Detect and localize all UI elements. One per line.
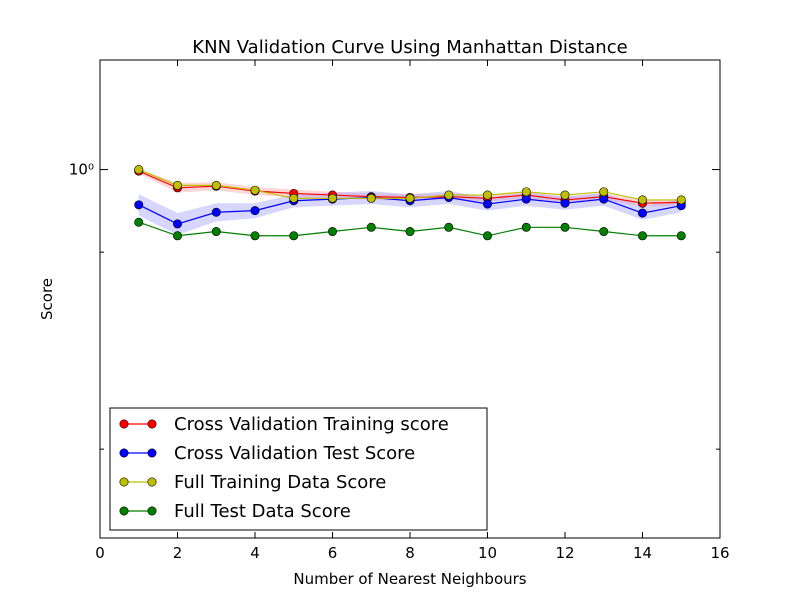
x-tick-label: 4 bbox=[250, 544, 260, 562]
x-tick-label: 16 bbox=[710, 544, 729, 562]
series-3-point bbox=[366, 193, 376, 203]
series-4-point bbox=[444, 222, 454, 232]
series-3-point bbox=[676, 195, 686, 205]
series-3-point bbox=[560, 190, 570, 200]
x-tick-label: 2 bbox=[173, 544, 183, 562]
series-4-point bbox=[173, 231, 183, 241]
series-4-point bbox=[676, 231, 686, 241]
series-4-point bbox=[289, 231, 299, 241]
series-markers bbox=[134, 165, 686, 241]
series-3-point bbox=[521, 187, 531, 197]
series-4-point bbox=[560, 222, 570, 232]
series-3-point bbox=[134, 165, 144, 175]
legend-label: Full Training Data Score bbox=[174, 472, 386, 493]
legend-items: Cross Validation Training score Cross Val… bbox=[119, 414, 449, 522]
x-axis-ticks: 0 2 4 6 8 10 12 14 16 bbox=[95, 60, 730, 562]
series-4-point bbox=[599, 227, 609, 237]
legend-swatch-marker bbox=[119, 419, 129, 429]
series-2-point bbox=[560, 198, 570, 208]
legend-label: Cross Validation Training score bbox=[174, 414, 449, 435]
y-tick-label: 10⁰ bbox=[69, 161, 94, 179]
series-4-point bbox=[366, 222, 376, 232]
series-3-point bbox=[482, 190, 492, 200]
legend-swatch-marker bbox=[119, 477, 129, 487]
chart-title: KNN Validation Curve Using Manhattan Dis… bbox=[192, 37, 627, 58]
x-tick-label: 10 bbox=[478, 544, 497, 562]
series-3-point bbox=[289, 193, 299, 203]
legend-swatch-marker bbox=[147, 477, 157, 487]
series-3-point bbox=[444, 190, 454, 200]
x-tick-label: 12 bbox=[555, 544, 574, 562]
series-3-point bbox=[250, 185, 260, 195]
legend-swatch-marker bbox=[147, 448, 157, 458]
legend-swatch-marker bbox=[147, 419, 157, 429]
series-2-point bbox=[250, 206, 260, 216]
series-2-point bbox=[134, 200, 144, 210]
series-2-point bbox=[637, 208, 647, 218]
series-3-point bbox=[173, 180, 183, 190]
legend: Cross Validation Training score Cross Val… bbox=[109, 407, 488, 531]
x-tick-label: 8 bbox=[405, 544, 415, 562]
x-tick-label: 0 bbox=[95, 544, 105, 562]
legend-swatch-marker bbox=[119, 506, 129, 516]
series-3-point bbox=[599, 187, 609, 197]
series-4-point bbox=[211, 227, 221, 237]
series-4-point bbox=[637, 231, 647, 241]
y-axis-ticks: 10⁰ bbox=[69, 161, 720, 450]
series-3-point bbox=[211, 180, 221, 190]
series-2-band bbox=[138, 191, 682, 235]
legend-swatch-marker bbox=[147, 506, 157, 516]
legend-label: Full Test Data Score bbox=[174, 501, 351, 522]
series-3-point bbox=[405, 193, 415, 203]
series-4-point bbox=[405, 227, 415, 237]
y-axis-label: Score bbox=[38, 278, 56, 320]
legend-swatch-marker bbox=[119, 448, 129, 458]
legend-frame bbox=[109, 407, 488, 531]
series-4-point bbox=[327, 227, 337, 237]
x-axis-label: Number of Nearest Neighbours bbox=[293, 570, 526, 588]
legend-label: Cross Validation Test Score bbox=[174, 443, 415, 464]
series-4-point bbox=[482, 231, 492, 241]
series-2-point bbox=[211, 207, 221, 217]
series-4-point bbox=[134, 217, 144, 227]
x-tick-label: 6 bbox=[328, 544, 338, 562]
series-3-point bbox=[637, 195, 647, 205]
series-4-point bbox=[250, 231, 260, 241]
series-2-point bbox=[482, 199, 492, 209]
series-4-point bbox=[521, 222, 531, 232]
series-3-point bbox=[327, 193, 337, 203]
series-2-point bbox=[173, 219, 183, 229]
x-tick-label: 14 bbox=[633, 544, 652, 562]
